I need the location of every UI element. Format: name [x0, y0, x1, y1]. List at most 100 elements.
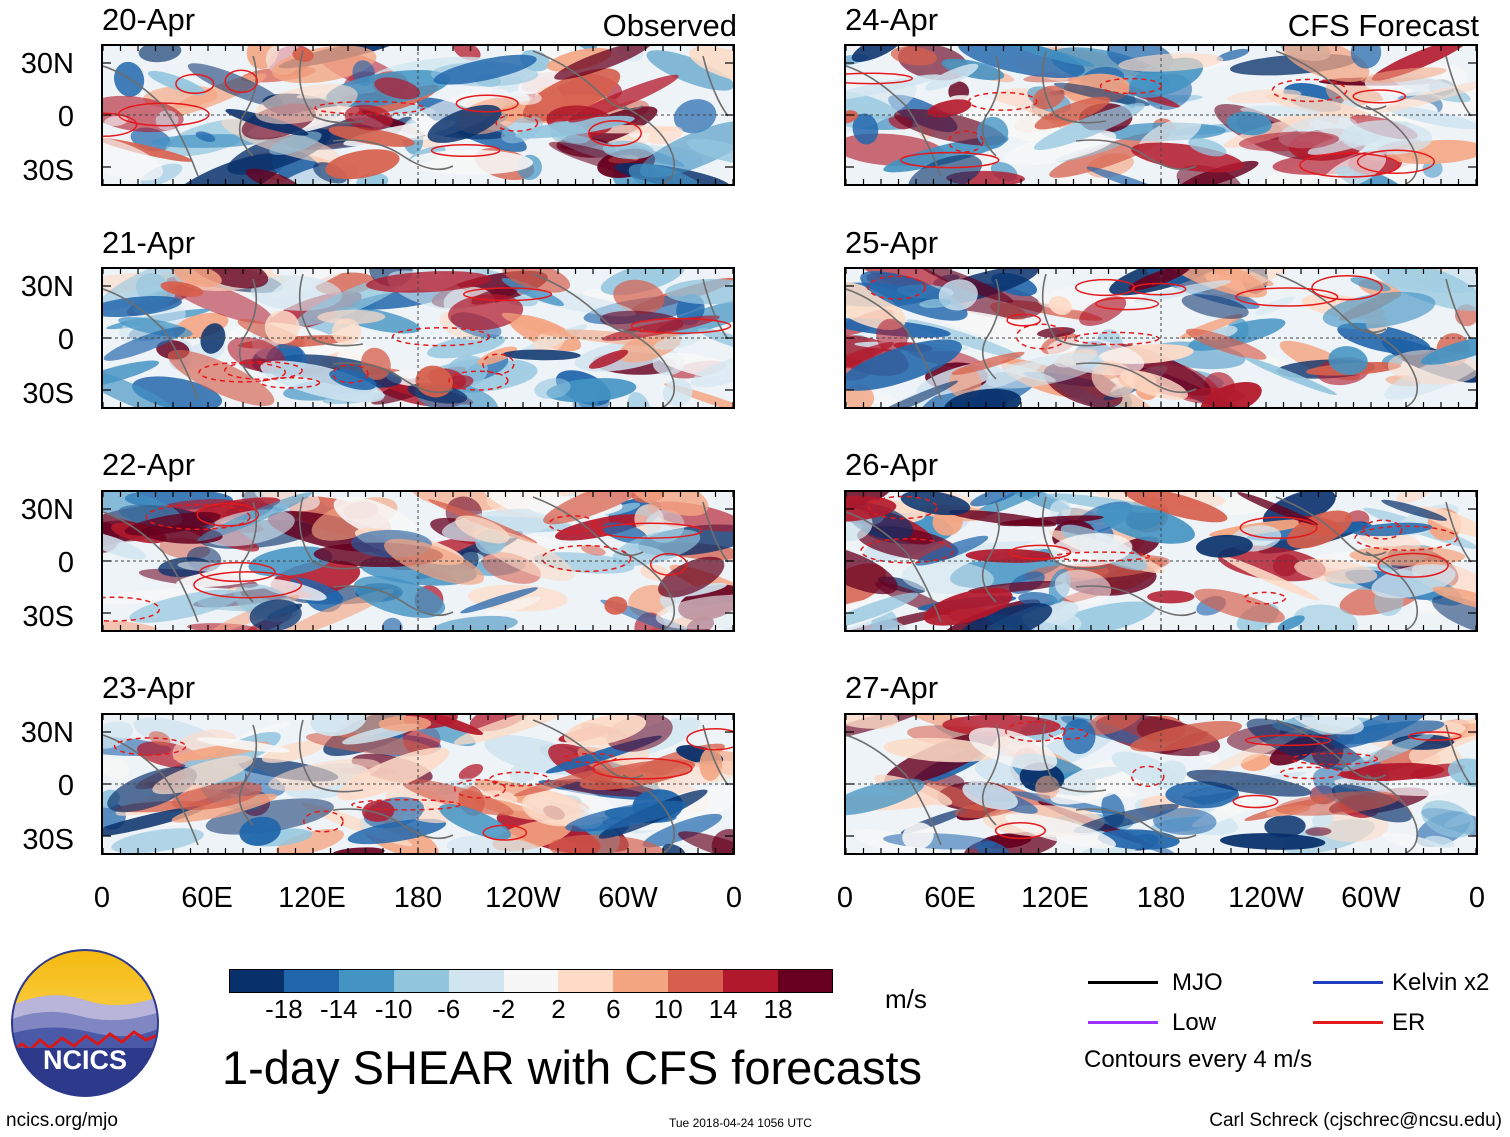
shear-anomaly-blob	[859, 380, 958, 407]
reference-lines	[846, 715, 1476, 853]
shear-anomaly-blob	[1147, 590, 1195, 604]
coastline-segment	[298, 273, 364, 347]
shear-anomaly-blob	[344, 104, 393, 131]
shear-anomaly-blob	[912, 779, 989, 811]
lat-label-30n-row2: 30N	[20, 494, 74, 526]
coastline-segment	[332, 362, 454, 394]
map-panel-0	[101, 44, 735, 186]
shear-anomaly-blob	[1328, 346, 1368, 375]
shear-anomaly-blob	[1032, 85, 1065, 110]
shear-anomaly-blob	[908, 154, 983, 184]
er-contour	[1244, 734, 1332, 747]
shear-anomaly-blob	[255, 578, 327, 601]
shear-anomaly-blob	[642, 813, 723, 848]
shear-anomaly-blob	[613, 279, 665, 314]
shear-anomaly-blob	[453, 715, 575, 745]
shear-field-4	[846, 46, 1476, 184]
colorbar-tick-label: 18	[763, 994, 793, 1024]
er-contour	[1239, 516, 1318, 540]
shear-anomaly-blob	[486, 596, 541, 617]
er-contour	[588, 119, 642, 147]
shear-anomaly-blob	[673, 99, 717, 134]
shear-anomaly-blob	[1156, 269, 1268, 298]
shear-anomaly-blob	[111, 828, 204, 853]
shear-anomaly-blob	[628, 163, 710, 184]
coastline-segment	[103, 511, 199, 623]
coastline-segment	[622, 105, 676, 184]
shear-anomaly-blob	[1120, 370, 1188, 400]
shear-anomaly-blob	[915, 535, 989, 566]
shear-anomaly-blob	[202, 509, 295, 547]
shear-anomaly-blob	[1222, 492, 1272, 515]
shear-anomaly-blob	[433, 54, 537, 85]
shear-anomaly-blob	[846, 339, 962, 391]
er-contour	[391, 327, 491, 347]
shear-anomaly-blob	[149, 731, 171, 746]
map-panel-7	[844, 713, 1478, 855]
shear-anomaly-blob	[501, 269, 571, 293]
shear-anomaly-blob	[103, 326, 186, 361]
shear-anomaly-blob	[1275, 791, 1401, 816]
colorbar-cell	[448, 969, 505, 993]
shear-anomaly-blob	[1318, 810, 1389, 843]
er-contour	[1280, 766, 1343, 780]
er-contour	[453, 778, 506, 799]
shear-anomaly-blob	[337, 715, 443, 738]
er-contour	[630, 317, 732, 334]
shear-anomaly-blob	[936, 309, 1064, 346]
shear-anomaly-blob	[1194, 588, 1285, 623]
shear-anomaly-blob	[1321, 152, 1387, 184]
colorbar-tick-label: -2	[491, 994, 516, 1024]
colorbar-tick-label: -14	[320, 994, 358, 1024]
shear-anomaly-blob	[365, 271, 491, 293]
footer-link[interactable]: ncics.org/mjo	[6, 1110, 118, 1131]
er-contour	[649, 553, 688, 576]
lat-label-30s-row2: 30S	[22, 601, 74, 633]
coastline-segment	[981, 724, 1001, 826]
shear-anomaly-blob	[1200, 382, 1262, 407]
axis-ticks	[846, 715, 1476, 853]
shear-anomaly-blob	[477, 346, 518, 366]
shear-field-6	[846, 492, 1476, 630]
shear-anomaly-blob	[1322, 720, 1445, 745]
legend-label-kelvin: Kelvin x2	[1392, 969, 1490, 996]
shear-anomaly-blob	[699, 747, 723, 781]
shear-anomaly-blob	[453, 46, 481, 61]
shear-anomaly-blob	[943, 388, 1022, 407]
shear-anomaly-blob	[1293, 604, 1358, 630]
lon-label-right-3: 180	[1136, 882, 1186, 914]
shear-anomaly-blob	[239, 816, 281, 846]
shear-anomaly-blob	[688, 46, 733, 84]
shear-anomaly-blob	[890, 46, 938, 66]
map-panel-6	[844, 490, 1478, 632]
er-contour	[1005, 721, 1066, 742]
lon-label-left-2: 120E	[278, 882, 346, 914]
er-contour	[1053, 551, 1151, 562]
shear-anomaly-blob	[1034, 96, 1111, 130]
shear-anomaly-blob	[564, 715, 646, 746]
shear-anomaly-blob	[1372, 80, 1476, 114]
er-contour	[1377, 552, 1449, 578]
coastline-segment	[298, 719, 364, 793]
shear-anomaly-blob	[103, 531, 147, 560]
coastline-segment	[103, 288, 199, 400]
er-contour	[1271, 78, 1348, 103]
shear-anomaly-blob	[260, 360, 385, 403]
shear-anomaly-blob	[686, 138, 733, 165]
shear-anomaly-blob	[167, 350, 275, 406]
colorbar-tick-label: -10	[374, 994, 413, 1024]
shear-anomaly-blob	[501, 312, 573, 339]
er-contour	[224, 69, 258, 94]
shear-anomaly-blob	[665, 278, 733, 305]
shear-anomaly-blob	[446, 835, 544, 853]
coastline-segment	[846, 511, 942, 623]
colorbar-tick-label: -6	[437, 994, 461, 1024]
colorbar-tick-label: 10	[653, 994, 683, 1024]
shear-anomaly-blob	[663, 379, 693, 407]
reference-lines	[103, 46, 733, 184]
shear-anomaly-blob	[1305, 827, 1332, 836]
lon-label-left-6: 0	[725, 882, 743, 914]
lon-label-left-3: 180	[393, 882, 443, 914]
coastline-segment	[1075, 362, 1197, 394]
coastline-segment	[702, 278, 729, 340]
